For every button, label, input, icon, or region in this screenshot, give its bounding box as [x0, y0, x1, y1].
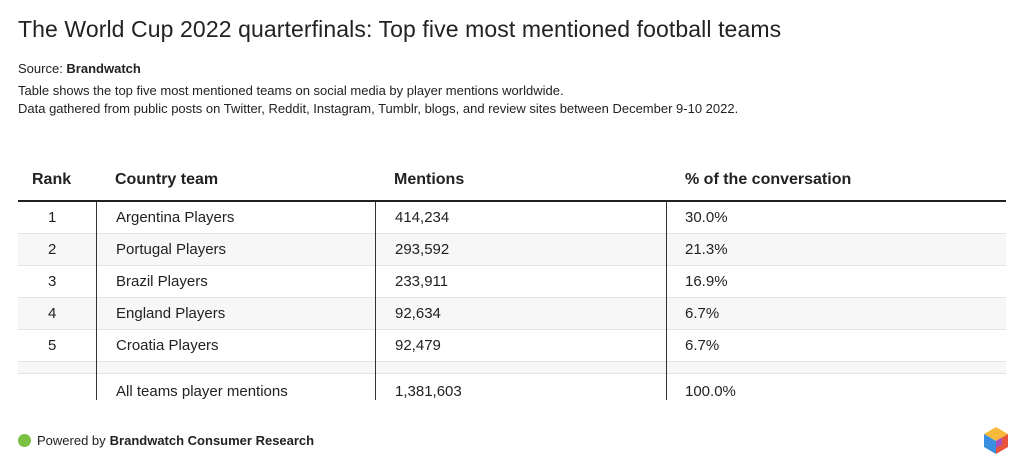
cell-team: Portugal Players: [116, 241, 227, 258]
cell-rank: 5: [48, 337, 57, 354]
powered-by-label: Powered by: [37, 433, 106, 448]
column-divider: [375, 202, 376, 400]
cell-mentions: 92,634: [395, 305, 441, 322]
cell-pct: 16.9%: [685, 273, 728, 290]
cell-rank: 4: [48, 305, 57, 322]
table-total-row: All teams player mentions 1,381,603 100.…: [18, 374, 1006, 406]
col-header-pct: % of the conversation: [685, 171, 852, 188]
table-row: 2 Portugal Players 293,592 21.3%: [18, 234, 1006, 266]
cell-mentions: 1,381,603: [395, 383, 462, 400]
cell-pct: 30.0%: [685, 209, 728, 226]
cell-pct: 6.7%: [685, 337, 720, 354]
cell-team: Brazil Players: [116, 273, 208, 290]
cell-mentions: 233,911: [395, 273, 449, 290]
mentions-table: Rank Country team Mentions % of the conv…: [18, 166, 1006, 406]
col-header-mentions: Mentions: [394, 171, 465, 188]
col-header-team: Country team: [115, 171, 219, 188]
cell-mentions: 92,479: [395, 337, 441, 354]
cell-pct: 6.7%: [685, 305, 720, 322]
col-header-rank: Rank: [32, 171, 72, 188]
cell-mentions: 293,592: [395, 241, 450, 258]
cell-team: Croatia Players: [116, 337, 219, 354]
table-row: 1 Argentina Players 414,234 30.0%: [18, 202, 1006, 234]
source-label: Source:: [18, 61, 67, 76]
cell-team: Argentina Players: [116, 209, 235, 226]
cell-pct: 21.3%: [685, 241, 728, 258]
footer: Powered by Brandwatch Consumer Research: [18, 433, 314, 448]
table-header: Rank Country team Mentions % of the conv…: [18, 166, 1006, 202]
table-row: 4 England Players 92,634 6.7%: [18, 298, 1006, 330]
cell-pct: 100.0%: [685, 383, 736, 400]
description-line-2: Data gathered from public posts on Twitt…: [18, 101, 739, 116]
brand-name: Brandwatch Consumer Research: [109, 433, 315, 448]
cell-mentions: 414,234: [395, 209, 450, 226]
source-name: Brandwatch: [66, 61, 141, 76]
column-divider: [666, 202, 667, 400]
table-row: 5 Croatia Players 92,479 6.7%: [18, 330, 1006, 362]
cell-rank: 3: [48, 273, 57, 290]
page-title: The World Cup 2022 quarterfinals: Top fi…: [18, 16, 782, 42]
cell-team: All teams player mentions: [116, 383, 288, 400]
column-divider: [96, 202, 97, 400]
status-dot-icon: [18, 434, 31, 447]
cell-rank: 2: [48, 241, 57, 258]
table-spacer-row: [18, 362, 1006, 374]
cell-team: England Players: [116, 305, 226, 322]
source-line: Source: Brandwatch: [18, 61, 141, 76]
cell-rank: 1: [48, 209, 57, 226]
description-line-1: Table shows the top five most mentioned …: [18, 83, 564, 98]
brandwatch-logo-icon: [984, 427, 1008, 454]
table-row: 3 Brazil Players 233,911 16.9%: [18, 266, 1006, 298]
